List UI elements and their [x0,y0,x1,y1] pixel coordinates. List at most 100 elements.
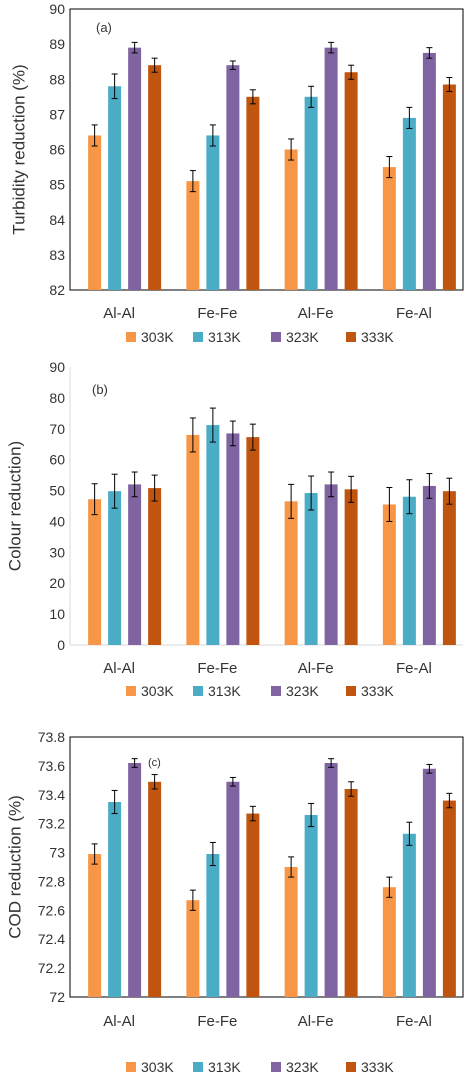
bar-333K-Al-Fe [344,489,358,645]
y-axis-title: COD reduction (%) [5,795,24,939]
y-tick-label: 10 [49,606,65,622]
legend-swatch-303K [126,1062,136,1072]
legend-label: 313K [208,1059,241,1075]
y-tick-label: 72 [49,989,65,1005]
y-tick-label: 72.4 [38,931,65,947]
y-tick-label: 0 [57,637,65,653]
bar-323K-Fe-Al [422,768,436,997]
legend-swatch-333K [346,1062,356,1072]
x-category-label: Al-Fe [298,1013,334,1030]
bar-313K-Al-Fe [304,96,318,290]
y-tick-label: 85 [49,177,65,193]
legend-label: 313K [208,329,241,345]
legend-swatch-313K [193,1062,203,1072]
legend-label: 303K [141,683,174,699]
x-category-label: Al-Al [103,1013,135,1030]
bar-303K-Fe-Al [382,167,396,290]
x-category-label: Al-Al [103,305,135,322]
legend-swatch-323K [271,1062,281,1072]
bar-323K-Fe-Al [422,485,436,645]
legend-label: 303K [141,329,174,345]
bar-313K-Al-Al [108,802,122,997]
y-tick-label: 40 [49,513,65,529]
bar-303K-Fe-Al [382,504,396,645]
legend-label: 333K [361,329,394,345]
bar-333K-Fe-Al [442,491,456,645]
x-category-label: Fe-Al [396,1013,432,1030]
y-tick-label: 73.6 [38,758,65,774]
legend-swatch-313K [193,686,203,696]
bar-313K-Al-Fe [304,493,318,645]
legend-swatch-333K [346,332,356,342]
bar-323K-Fe-Fe [226,433,240,645]
y-tick-label: 89 [49,36,65,52]
legend-swatch-313K [193,332,203,342]
bar-313K-Fe-Al [402,117,416,290]
y-tick-label: 80 [49,390,65,406]
bar-303K-Fe-Fe [186,900,200,997]
y-tick-label: 72.8 [38,873,65,889]
bar-323K-Fe-Fe [226,65,240,290]
bar-313K-Fe-Fe [206,135,220,290]
bar-303K-Fe-Al [382,887,396,997]
legend-swatch-323K [271,332,281,342]
legend-label: 323K [286,329,319,345]
bar-323K-Fe-Fe [226,781,240,997]
legend-label: 333K [361,683,394,699]
y-axis-title: Turbidity reduction (%) [9,64,28,234]
bar-333K-Fe-Al [442,84,456,290]
x-category-label: Al-Al [103,660,135,677]
y-axis-title: Colour reduction) [5,441,24,571]
y-tick-label: 20 [49,575,65,591]
legend-label: 313K [208,683,241,699]
legend-swatch-303K [126,332,136,342]
bar-303K-Al-Al [88,854,102,997]
turbidity-chart: 82 83 84 85 86 87 88 89 90 Turbidity reduction (%… [9,1,464,345]
y-tick-label: 83 [49,247,65,263]
bar-333K-Fe-Fe [246,96,260,290]
bar-303K-Al-Al [88,499,102,645]
cod-chart: 72 72.2 72.4 72.6 72.8 73 73.2 73.4 73.6 73.8 COD … [5,729,464,1075]
bar-303K-Fe-Fe [186,434,200,645]
y-tick-label: 30 [49,544,65,560]
plot-frame [69,736,464,998]
bar-323K-Al-Fe [324,484,338,645]
panel-label: (b) [92,382,108,397]
y-tick-label: 87 [49,106,65,122]
colour-chart: 0 10 20 30 40 50 60 70 80 90 Colour reduction) (b) A… [5,359,463,699]
panel-label: (c) [148,757,161,769]
x-category-label: Al-Fe [298,660,334,677]
plot-frame [69,8,464,291]
x-category-label: Fe-Fe [197,1013,237,1030]
bar-333K-Al-Al [148,781,162,997]
y-tick-label: 72.6 [38,902,65,918]
y-tick-label: 73.2 [38,816,65,832]
bar-333K-Fe-Al [442,800,456,997]
y-tick-label: 73 [49,845,65,861]
legend-label: 303K [141,1059,174,1075]
y-tick-label: 82 [49,282,65,298]
y-tick-label: 72.2 [38,960,65,976]
bar-333K-Al-Fe [344,72,358,290]
bar-313K-Al-Fe [304,815,318,997]
bar-333K-Al-Al [148,488,162,645]
y-tick-label: 88 [49,71,65,87]
bar-313K-Al-Al [108,491,122,645]
legend-label: 323K [286,1059,319,1075]
bar-323K-Al-Fe [324,47,338,291]
bar-333K-Al-Al [148,65,162,290]
bar-303K-Al-Al [88,135,102,290]
legend-label: 323K [286,683,319,699]
bar-333K-Fe-Fe [246,813,260,997]
y-tick-label: 90 [49,359,65,375]
bar-333K-Fe-Fe [246,437,260,645]
bar-323K-Al-Al [128,47,142,291]
legend-swatch-323K [271,686,281,696]
y-tick-label: 86 [49,142,65,158]
y-tick-label: 90 [49,1,65,17]
bar-323K-Al-Fe [324,763,338,997]
bar-323K-Fe-Al [422,52,436,290]
bar-313K-Fe-Fe [206,854,220,997]
cod-chart-panel: 72 72.2 72.4 72.6 72.8 73 73.2 73.4 73.6 73.8 COD … [0,714,474,1084]
legend-label: 333K [361,1059,394,1075]
